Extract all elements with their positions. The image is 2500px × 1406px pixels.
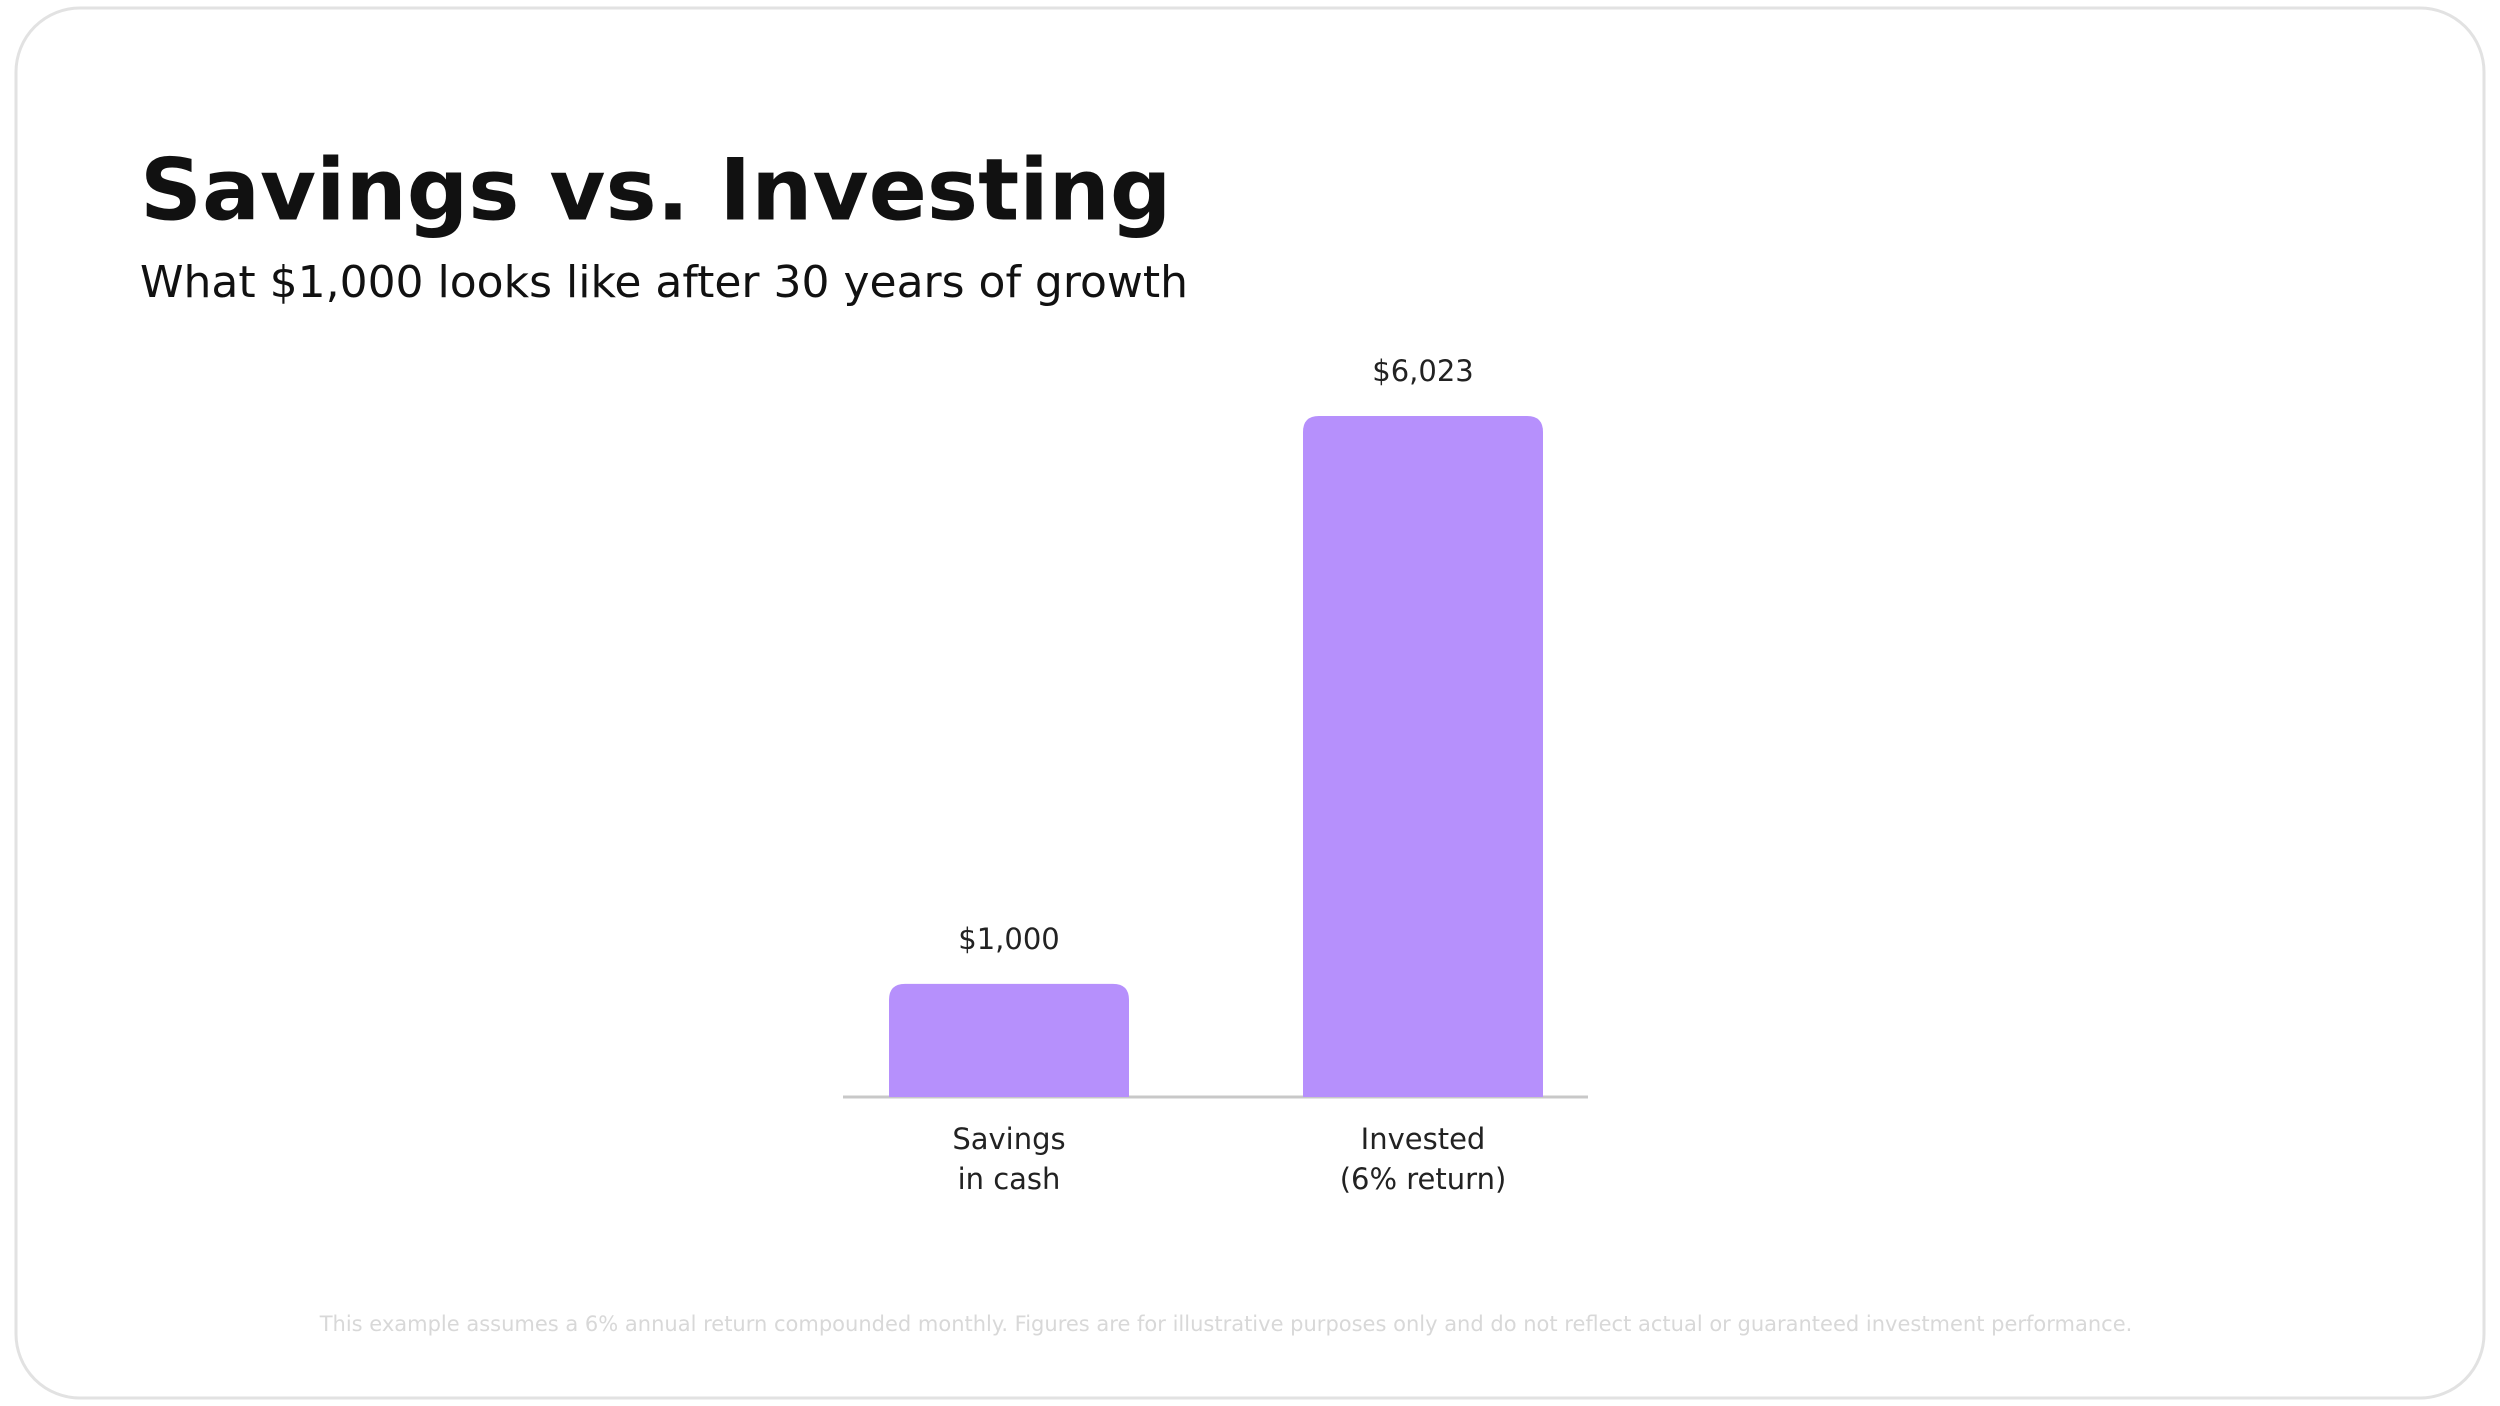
bar — [1303, 416, 1543, 1097]
chart-subtitle: What $1,000 looks like after 30 years of… — [140, 257, 1188, 308]
x-tick-label: (6% return) — [1340, 1162, 1507, 1196]
value-label: $6,023 — [1372, 354, 1473, 388]
x-tick-label: Invested — [1361, 1122, 1486, 1156]
x-tick-label: in cash — [958, 1162, 1061, 1196]
footnote: This example assumes a 6% annual return … — [319, 1312, 2133, 1336]
value-label: $1,000 — [958, 922, 1059, 956]
x-tick-label: Savings — [952, 1122, 1065, 1156]
chart-title: Savings vs. Investing — [140, 140, 1171, 240]
bar — [889, 983, 1129, 1097]
card — [14, 6, 2486, 1400]
